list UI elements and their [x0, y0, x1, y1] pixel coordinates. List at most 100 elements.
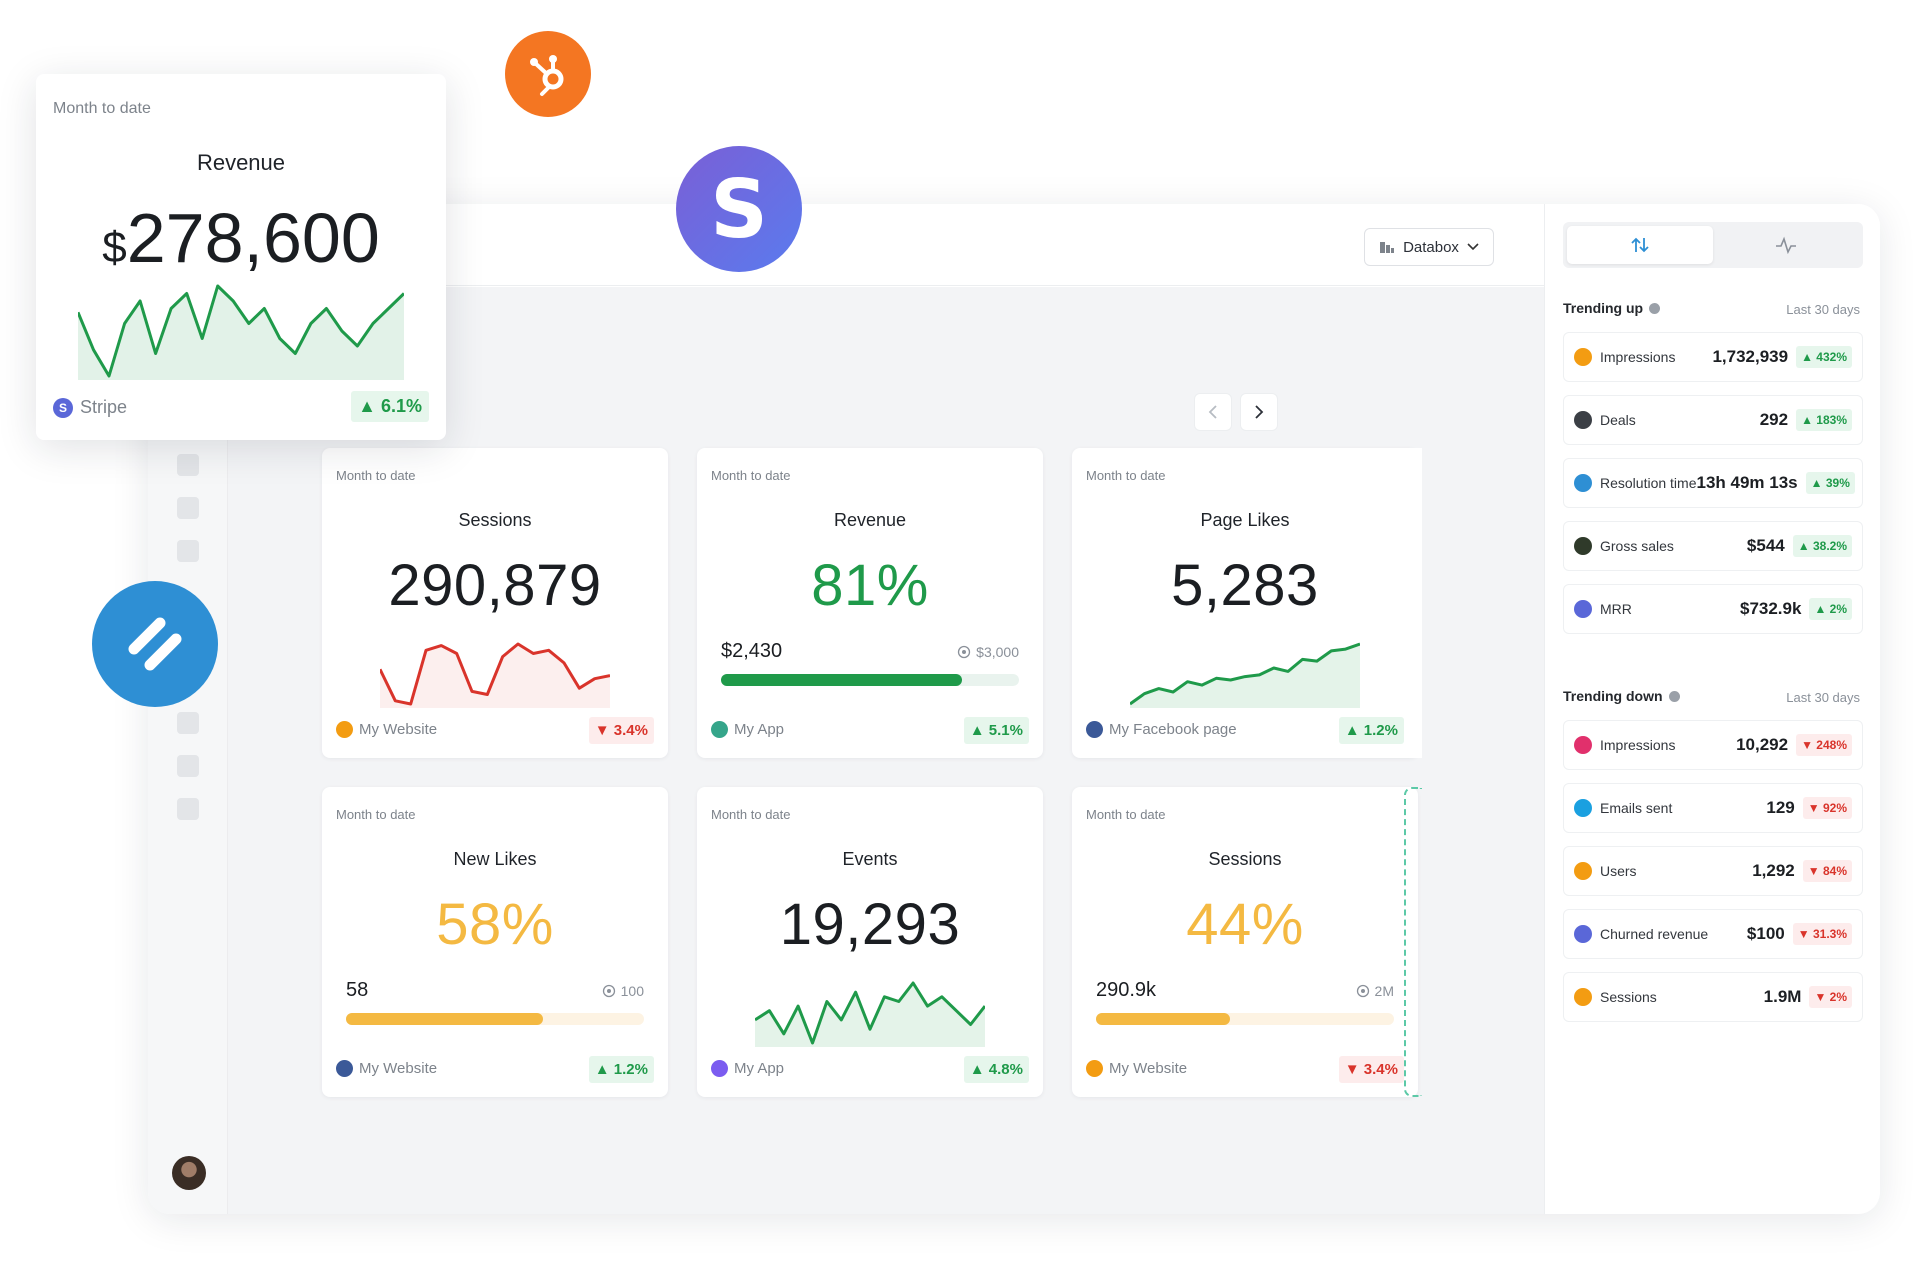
- analytics-icon: [1574, 988, 1592, 1006]
- metric-card[interactable]: Month to date Sessions 44% 290.9k 2M My …: [1072, 787, 1418, 1097]
- metric-value: 292: [1759, 410, 1789, 429]
- metric-value: $100: [1746, 924, 1785, 943]
- change-badge: ▲ 2%: [1809, 598, 1852, 620]
- trend-row[interactable]: Gross sales $544 ▲ 38.2%: [1563, 521, 1863, 571]
- tab-trending[interactable]: [1567, 226, 1713, 264]
- sidebar-item[interactable]: [177, 798, 199, 820]
- next-button[interactable]: [1240, 393, 1278, 431]
- trend-row[interactable]: Users 1,292 ▼ 84%: [1563, 846, 1863, 896]
- partial-card: [1404, 448, 1422, 758]
- sparkline-area: [755, 983, 985, 1047]
- card-period: Month to date: [711, 468, 791, 483]
- hubspot-icon: [530, 55, 564, 96]
- card-source: My Website: [336, 1060, 437, 1077]
- card-value: 19,293: [779, 892, 961, 957]
- topbar: Databox: [228, 204, 1544, 286]
- metric-card[interactable]: Month to date Sessions 290,879 My Websit…: [322, 448, 668, 758]
- change-value: 4.8%: [988, 1061, 1023, 1078]
- metric-name: Emails sent: [1600, 800, 1673, 816]
- change-value: 248%: [1816, 738, 1847, 752]
- card-period: Month to date: [711, 807, 791, 822]
- goal-value: 100: [602, 983, 644, 999]
- analytics-icon: [1574, 862, 1592, 880]
- card-value: 58%: [436, 892, 554, 957]
- change-badge: ▲ 5.1%: [963, 717, 1029, 744]
- hubspot-icon: [1574, 411, 1592, 429]
- datasource-dropdown[interactable]: Databox: [1364, 228, 1494, 266]
- current-value: 290.9k: [1096, 979, 1157, 1001]
- card-source: My App: [711, 721, 784, 738]
- goal-label: 100: [620, 983, 644, 999]
- card-title: New Likes: [453, 849, 537, 869]
- change-value: 39%: [1825, 476, 1850, 490]
- trending-down-label: Trending down: [1563, 688, 1663, 704]
- trending-down-period: Last 30 days: [1786, 690, 1860, 705]
- add-card-placeholder[interactable]: [1404, 787, 1422, 1097]
- change-value: 3.4%: [613, 722, 648, 739]
- change-value: 432%: [1816, 350, 1847, 364]
- card-source-label: My App: [734, 721, 785, 738]
- sidebar-item[interactable]: [177, 755, 199, 777]
- sparkline-line: [78, 284, 404, 378]
- hubspot-logo: [505, 31, 591, 117]
- goal-label: $3,000: [976, 644, 1019, 660]
- metric-card[interactable]: Month to date New Likes 58% 58 100 My We…: [322, 787, 668, 1097]
- change-badge: ▼ 3.4%: [1338, 1056, 1404, 1083]
- trend-row[interactable]: Impressions 10,292 ▼ 248%: [1563, 720, 1863, 770]
- facebook-icon: [336, 1060, 353, 1077]
- change-value: 38.2%: [1812, 539, 1847, 553]
- trend-row[interactable]: Impressions 1,732,939 ▲ 432%: [1563, 332, 1863, 382]
- change-badge: ▲ 1.2%: [1338, 717, 1404, 744]
- card-source-label: My Facebook page: [1109, 721, 1237, 738]
- info-icon[interactable]: [1649, 302, 1661, 314]
- change-badge: ▼ 248%: [1796, 734, 1852, 756]
- change-value: 92%: [1822, 801, 1847, 815]
- stripe-icon: S: [53, 397, 73, 418]
- sidebar-item[interactable]: [177, 497, 199, 519]
- app-icon: [711, 721, 728, 738]
- metric-value: 1.9M: [1763, 987, 1802, 1006]
- trends-panel: Trending up Last 30 days Impressions 1,7…: [1544, 204, 1880, 1214]
- trend-row[interactable]: Churned revenue $100 ▼ 31.3%: [1563, 909, 1863, 959]
- dashboard-canvas: Month to date Sessions 290,879 My Websit…: [228, 287, 1544, 1214]
- trend-row[interactable]: MRR $732.9k ▲ 2%: [1563, 584, 1863, 634]
- revenue-sparkline: [78, 284, 404, 380]
- change-value: 183%: [1816, 413, 1847, 427]
- prev-button[interactable]: [1194, 393, 1232, 431]
- card-source-label: My Website: [1109, 1060, 1188, 1077]
- change-value: 1.2%: [1363, 722, 1398, 739]
- floating-revenue-card[interactable]: Month to date Revenue $278,600 S Stripe …: [36, 74, 446, 440]
- change-badge: ▼ 92%: [1802, 797, 1852, 819]
- trend-row[interactable]: Resolution time 13h 49m 13s ▲ 39%: [1563, 458, 1863, 508]
- trend-row[interactable]: Sessions 1.9M ▼ 2%: [1563, 972, 1863, 1022]
- sparkline-area: [78, 286, 404, 380]
- card-period: Month to date: [53, 100, 151, 117]
- sidebar-item[interactable]: [177, 454, 199, 476]
- metric-card[interactable]: Month to date Events 19,293 My App ▲ 4.8…: [697, 787, 1043, 1097]
- campaign-icon: [1574, 799, 1592, 817]
- metric-name: Resolution time: [1600, 475, 1697, 491]
- chevron-right-icon: [1255, 405, 1264, 419]
- sidebar-item[interactable]: [177, 540, 199, 562]
- user-avatar[interactable]: [172, 1156, 206, 1190]
- pulse-icon: [1776, 236, 1796, 254]
- metric-card[interactable]: Month to date Revenue 81% $2,430 $3,000 …: [697, 448, 1043, 758]
- card-source-label: Stripe: [80, 397, 128, 417]
- currency-symbol: $: [102, 223, 127, 272]
- metric-card[interactable]: Month to date Page Likes 5,283 My Facebo…: [1072, 448, 1418, 758]
- chevron-left-icon: [1208, 405, 1217, 419]
- card-source-label: My App: [734, 1060, 785, 1077]
- card-title: Revenue: [833, 510, 907, 530]
- goal-progress-bar: [721, 674, 1019, 686]
- trend-row[interactable]: Emails sent 129 ▼ 92%: [1563, 783, 1863, 833]
- metric-value: 1,292: [1752, 861, 1795, 880]
- tab-activity[interactable]: [1713, 226, 1859, 264]
- trend-row[interactable]: Deals 292 ▲ 183%: [1563, 395, 1863, 445]
- sidebar-item[interactable]: [177, 712, 199, 734]
- helpscout-icon: [128, 617, 182, 671]
- sparkline-line: [755, 981, 985, 1045]
- change-badge: ▲ 38.2%: [1792, 535, 1852, 557]
- metric-value: 1,732,939: [1712, 347, 1789, 366]
- info-icon[interactable]: [1668, 690, 1680, 702]
- card-title: Page Likes: [1200, 510, 1290, 530]
